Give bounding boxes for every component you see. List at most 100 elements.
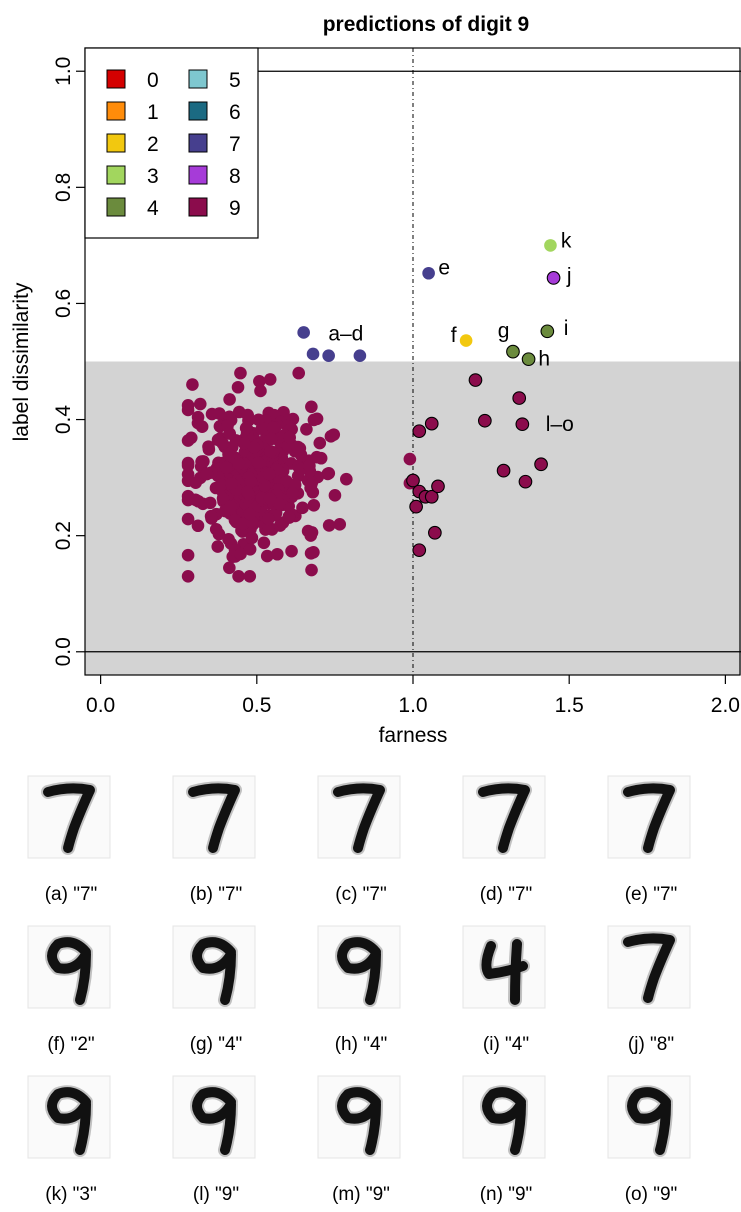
legend-swatch [188,197,208,217]
data-point [213,407,226,420]
point-annotation: h [538,348,550,371]
data-point [270,547,284,561]
data-point [219,461,233,474]
data-point [241,485,254,499]
digit-stroke [623,783,675,853]
digit-stroke [337,937,381,1005]
point-annotation: k [561,230,572,253]
data-point [283,431,296,444]
data-point [251,456,265,470]
data-point [264,444,277,458]
highlighted-point [412,543,427,558]
point-annotations: a–d e f g hi jk l–o [328,230,574,436]
data-point [328,489,342,502]
digit-image [607,925,691,1009]
data-point [260,549,274,563]
highlighted-points [297,239,561,558]
x-axis: 0.0 0.5 1.0 1.5 2.0 [86,674,740,717]
thumbnail-caption: (j) "8" [627,1034,675,1055]
data-point [322,466,336,480]
data-point [313,436,327,450]
data-point [403,452,417,466]
highlighted-point [512,391,527,405]
highlighted-point [424,489,439,504]
digit-image [317,775,401,859]
digit-image [462,1075,546,1159]
legend-label: 4 [147,197,159,220]
data-point [307,498,321,512]
data-point [191,519,205,533]
data-point [244,475,258,488]
legend-label: 0 [147,69,159,92]
data-point [195,420,209,434]
data-point [211,540,225,553]
digit-stroke [333,783,385,853]
x-tick-label: 1.5 [555,694,584,717]
scatter-chart: predictions of digit 9 a–d e f g hi jk l–o 0.0… [10,13,741,747]
highlighted-point [322,349,335,362]
digit-image [27,925,111,1009]
highlighted-point [409,499,423,514]
highlighted-point [518,474,533,489]
digit-thumbnail-grid: (a) "7" (b) "7" (c) "7" (d) "7" (e) "7" (f) "… [0,760,741,1212]
digit-stroke [627,1087,671,1155]
data-point [292,366,306,380]
data-point [232,457,246,470]
legend-label: 6 [229,101,241,124]
x-tick-label: 1.0 [398,694,427,717]
data-point [191,410,205,424]
digit-stroke [192,1087,236,1155]
data-point [307,413,321,427]
data-point [291,440,305,454]
point-annotation: a–d [328,323,363,346]
digit-stroke [47,937,91,1005]
data-point [241,408,254,422]
highlighted-point [506,344,520,359]
data-point [212,527,226,541]
data-point [204,509,218,523]
x-tick-label: 0.5 [242,694,271,717]
data-point [243,570,257,583]
data-point [245,531,259,545]
data-point [203,496,217,510]
data-point [243,543,257,556]
digit-stroke [43,783,95,853]
digit-image [27,775,111,859]
y-tick-label: 0.0 [52,637,75,666]
y-tick-label: 0.4 [52,405,75,435]
point-annotation: e [438,256,450,279]
point-annotation: f [451,324,457,347]
legend-swatch [188,69,208,89]
thumbnail-caption: (n) "9" [479,1184,533,1205]
legend: 0 1 2 3 4 5 6 7 8 9 [84,47,259,239]
data-point [296,501,309,515]
digit-stroke [337,1087,381,1155]
digit-stroke [482,1087,526,1155]
digit-stroke [623,933,675,1003]
thumbnail-caption: (m) "9" [332,1184,390,1205]
x-tick-label: 0.0 [86,694,115,717]
legend-swatch [106,101,126,121]
highlighted-point [515,417,530,432]
data-point [282,510,296,523]
data-point [232,570,245,583]
data-point [181,489,195,503]
data-point [257,536,271,550]
highlighted-point [306,347,320,361]
data-point [307,546,320,559]
thumbnail-caption: (i) "4" [482,1034,530,1055]
data-point [200,467,214,481]
legend-label: 3 [147,165,159,188]
thumbnail-caption: (h) "4" [334,1034,388,1055]
thumbnail-caption: (b) "7" [189,884,243,905]
y-tick-label: 1.0 [52,57,75,86]
data-point [223,427,236,440]
data-point [214,478,228,492]
data-point [193,397,207,411]
data-point [262,467,276,481]
data-point [322,519,336,532]
legend-swatch [188,133,208,153]
data-point [262,512,275,526]
data-point [304,529,318,542]
highlighted-point [406,473,420,488]
